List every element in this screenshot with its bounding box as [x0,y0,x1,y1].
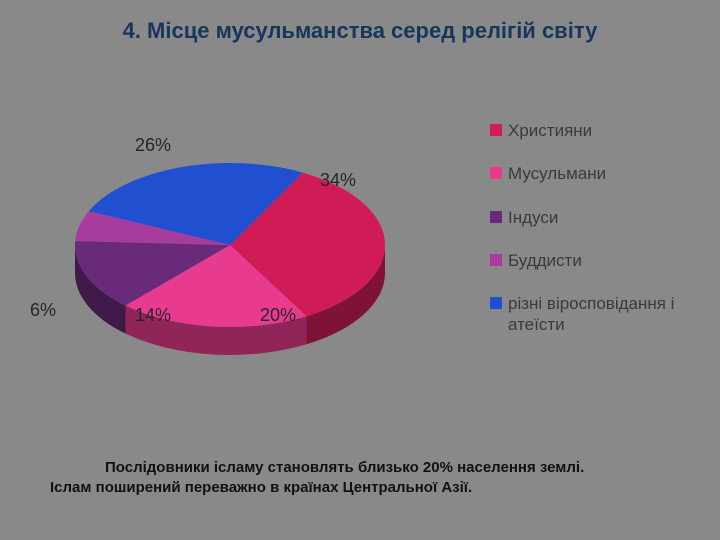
legend-item-hindus: Індуси [490,207,700,228]
legend-label: Християни [508,120,592,141]
legend-swatch [490,167,502,179]
pct-label-christians: 34% [320,170,356,191]
legend-label: Буддисти [508,250,582,271]
pct-label-other: 26% [135,135,171,156]
legend-item-other: різні віросповідання і атеїсти [490,293,700,336]
slide: 4. Місце мусульманства серед релігій сві… [0,0,720,540]
pct-label-hindus: 14% [135,305,171,326]
legend-label: різні віросповідання і атеїсти [508,293,700,336]
pie-svg [40,110,420,380]
page-title: 4. Місце мусульманства серед релігій сві… [0,18,720,44]
legend-swatch [490,124,502,136]
pie-chart: 34%20%14%6%26% [40,110,420,380]
legend: Християни Мусульмани Індуси Буддисти різні в… [490,120,700,358]
caption-line1: Послідовники ісламу становлять близько 2… [105,459,584,476]
caption: Послідовники ісламу становлять близько 2… [50,458,670,499]
legend-label: Мусульмани [508,163,606,184]
pct-label-muslims: 20% [260,305,296,326]
legend-item-christians: Християни [490,120,700,141]
legend-swatch [490,211,502,223]
legend-item-muslims: Мусульмани [490,163,700,184]
legend-label: Індуси [508,207,558,228]
legend-swatch [490,254,502,266]
legend-item-buddhists: Буддисти [490,250,700,271]
pct-label-buddhists: 6% [30,300,56,321]
legend-swatch [490,297,502,309]
caption-line2: Іслам поширений переважно в країнах Цент… [50,478,670,498]
